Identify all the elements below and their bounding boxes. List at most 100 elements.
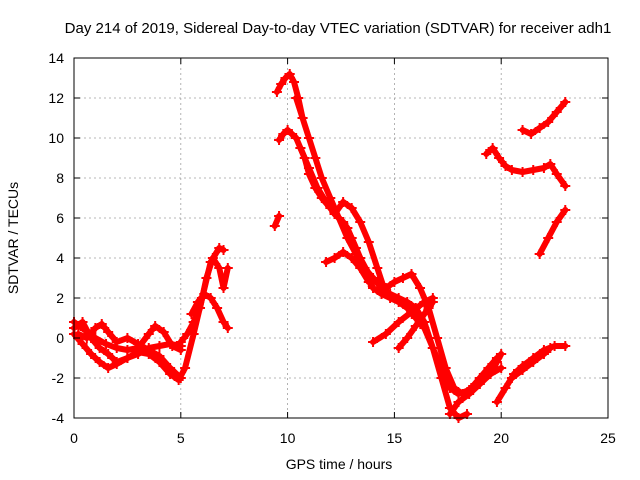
data-point bbox=[175, 337, 186, 347]
y-tick-label: 6 bbox=[56, 210, 64, 226]
data-point bbox=[122, 353, 133, 363]
data-point bbox=[517, 167, 528, 177]
data-point bbox=[534, 123, 545, 133]
data-point bbox=[143, 329, 154, 339]
x-tick-label: 0 bbox=[70, 430, 78, 446]
data-point bbox=[517, 125, 528, 135]
y-tick-label: 2 bbox=[56, 290, 64, 306]
data-point bbox=[133, 349, 144, 359]
data-point bbox=[103, 363, 114, 373]
data-point bbox=[560, 97, 571, 107]
data-point bbox=[303, 163, 314, 173]
data-point bbox=[150, 321, 161, 331]
data-point bbox=[393, 317, 404, 327]
data-point bbox=[165, 339, 176, 349]
data-point bbox=[389, 277, 400, 287]
series-10-trace bbox=[297, 145, 500, 397]
data-point bbox=[500, 383, 511, 393]
data-point bbox=[496, 363, 507, 373]
plot-frame bbox=[73, 57, 609, 419]
data-point bbox=[86, 349, 97, 359]
data-point bbox=[346, 203, 357, 213]
data-point bbox=[338, 217, 349, 227]
data-series bbox=[69, 69, 571, 423]
data-point bbox=[303, 133, 314, 143]
x-tick-label: 5 bbox=[177, 430, 185, 446]
data-point bbox=[526, 129, 537, 139]
y-tick-label: 10 bbox=[48, 130, 64, 146]
data-point bbox=[94, 343, 105, 353]
chart-title: Day 214 of 2019, Sidereal Day-to-day VTE… bbox=[65, 20, 612, 37]
data-point bbox=[449, 383, 460, 393]
data-point bbox=[188, 317, 199, 327]
y-tick-label: 0 bbox=[56, 330, 64, 346]
data-point bbox=[199, 289, 210, 299]
axis-ticks: 0 5 10 15 20 25 -4 -2 0 2 4 6 8 10 12 14 bbox=[48, 50, 616, 446]
data-point bbox=[491, 357, 502, 367]
data-point bbox=[316, 173, 327, 183]
series-19-trace bbox=[519, 99, 569, 137]
data-point bbox=[543, 117, 554, 127]
data-point bbox=[372, 263, 383, 273]
data-point bbox=[329, 209, 340, 219]
data-point bbox=[321, 197, 332, 207]
data-point bbox=[346, 253, 357, 263]
data-point bbox=[81, 333, 92, 343]
data-point bbox=[440, 363, 451, 373]
data-point bbox=[154, 351, 165, 361]
data-point bbox=[487, 143, 498, 153]
data-point bbox=[96, 319, 107, 329]
data-point bbox=[427, 343, 438, 353]
y-tick-label: 4 bbox=[56, 250, 64, 266]
data-point bbox=[297, 113, 308, 123]
x-axis-label: GPS time / hours bbox=[286, 456, 393, 472]
data-point bbox=[291, 133, 302, 143]
data-point bbox=[500, 161, 511, 171]
data-point bbox=[494, 153, 505, 163]
series-16-trace bbox=[493, 343, 569, 405]
data-point bbox=[222, 263, 233, 273]
data-point bbox=[77, 317, 88, 327]
y-tick-label: 14 bbox=[48, 50, 64, 66]
data-point bbox=[182, 329, 193, 339]
data-point bbox=[464, 389, 475, 399]
data-point bbox=[462, 409, 473, 419]
data-point bbox=[485, 369, 496, 379]
data-point bbox=[534, 249, 545, 259]
data-point bbox=[101, 339, 112, 349]
data-point bbox=[560, 205, 571, 215]
y-tick-label: -4 bbox=[52, 410, 65, 426]
data-point bbox=[180, 363, 191, 373]
data-point bbox=[474, 379, 485, 389]
x-tick-label: 10 bbox=[280, 430, 296, 446]
data-point bbox=[393, 293, 404, 303]
data-point bbox=[363, 237, 374, 247]
data-point bbox=[491, 397, 502, 407]
data-point bbox=[397, 273, 408, 283]
series-20-trace bbox=[536, 207, 569, 257]
data-point bbox=[103, 349, 114, 359]
data-point bbox=[410, 321, 421, 331]
data-point bbox=[560, 341, 571, 351]
data-point bbox=[90, 323, 101, 333]
data-point bbox=[269, 221, 280, 231]
data-point bbox=[551, 169, 562, 179]
data-point bbox=[207, 253, 218, 263]
data-point bbox=[368, 283, 379, 293]
data-point bbox=[218, 283, 229, 293]
data-point bbox=[427, 297, 438, 307]
data-point bbox=[321, 257, 332, 267]
data-point bbox=[77, 339, 88, 349]
data-point bbox=[312, 183, 323, 193]
data-point bbox=[393, 343, 404, 353]
data-point bbox=[506, 373, 517, 383]
data-point bbox=[380, 289, 391, 299]
data-point bbox=[186, 309, 197, 319]
data-point bbox=[355, 263, 366, 273]
data-point bbox=[143, 343, 154, 353]
data-point bbox=[214, 263, 225, 273]
data-point bbox=[545, 343, 556, 353]
data-point bbox=[201, 273, 212, 283]
x-tick-label: 25 bbox=[600, 430, 616, 446]
